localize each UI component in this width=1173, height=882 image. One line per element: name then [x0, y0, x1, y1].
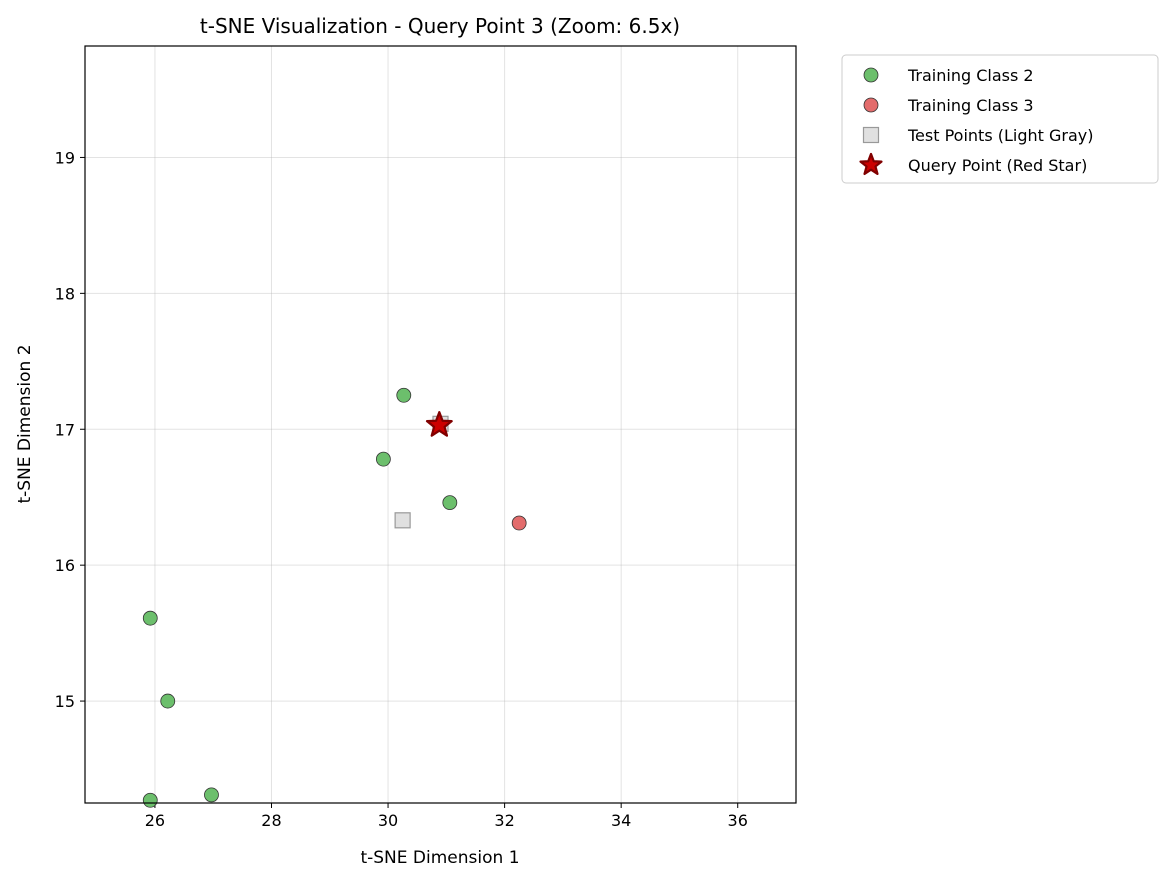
- series-training-class-3: [511, 515, 527, 531]
- x-tick-label: 28: [261, 811, 281, 830]
- legend-label: Query Point (Red Star): [908, 156, 1087, 175]
- data-point: [142, 792, 158, 808]
- legend-item: Training Class 3: [863, 96, 1034, 115]
- y-axis-label: t-SNE Dimension 2: [15, 344, 35, 503]
- x-tick-label: 26: [145, 811, 165, 830]
- legend-item: Query Point (Red Star): [859, 152, 1087, 176]
- data-point: [394, 512, 411, 529]
- legend-item: Training Class 2: [863, 66, 1034, 85]
- x-tick-label: 32: [494, 811, 514, 830]
- data-point: [160, 693, 176, 709]
- x-axis-label: t-SNE Dimension 1: [360, 848, 519, 868]
- y-tick-label: 16: [55, 556, 75, 575]
- y-tick-label: 17: [55, 420, 75, 439]
- axis-ticks: 26 28 30 32 34 36 15 16 17 18 19: [55, 148, 748, 830]
- y-tick-label: 18: [55, 284, 75, 303]
- series-training-class-2: [142, 387, 458, 808]
- data-point: [511, 515, 527, 531]
- y-tick-label: 19: [55, 148, 75, 167]
- data-point: [142, 610, 158, 626]
- x-tick-label: 36: [728, 811, 748, 830]
- legend-marker: [863, 97, 879, 113]
- legend-marker: [859, 152, 883, 176]
- legend: Training Class 2 Training Class 3 Test Poi…: [841, 54, 1159, 184]
- x-tick-label: 30: [378, 811, 398, 830]
- data-point: [442, 495, 458, 511]
- data-point: [396, 387, 412, 403]
- legend-item: Test Points (Light Gray): [862, 126, 1094, 145]
- legend-label: Training Class 2: [907, 66, 1034, 85]
- legend-marker: [863, 67, 879, 83]
- y-tick-label: 15: [55, 692, 75, 711]
- series-query-point-red-star: [425, 411, 453, 437]
- x-tick-label: 34: [611, 811, 631, 830]
- legend-label: Test Points (Light Gray): [907, 126, 1094, 145]
- data-point: [204, 787, 219, 803]
- legend-label: Training Class 3: [907, 96, 1034, 115]
- data-marks: [142, 387, 527, 808]
- data-point: [375, 451, 391, 467]
- plot-frame: [84, 45, 797, 804]
- legend-box: [841, 54, 1159, 184]
- legend-marker: [862, 126, 880, 144]
- chart-title: t-SNE Visualization - Query Point 3 (Zoo…: [200, 14, 680, 38]
- data-point: [425, 411, 453, 437]
- grid-lines: [85, 46, 796, 803]
